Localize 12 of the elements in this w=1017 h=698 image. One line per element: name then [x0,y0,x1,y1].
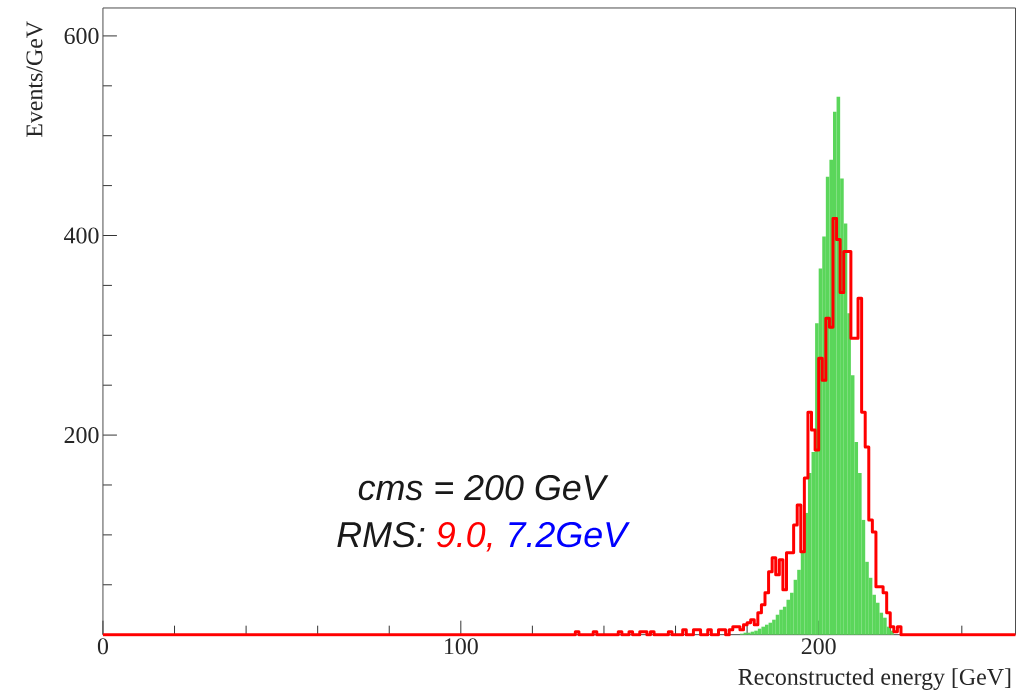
x-tick-label: 100 [444,638,478,655]
x-tick-label: 0 [97,638,109,655]
x-axis-title: Reconstructed energy [GeV] [738,668,1011,691]
y-tick-label: 200 [64,427,99,444]
y-tick-label: 600 [64,28,99,45]
annotation: 9.0, [437,522,492,552]
annotation: 7.2GeV [509,522,630,548]
y-axis-title: Events/GeV [26,21,43,138]
x-tick-label: 200 [801,638,836,655]
y-tick-label: 400 [64,227,99,244]
annotation: RMS: [337,522,425,548]
annotation: cms = 200 GeV [358,475,609,501]
